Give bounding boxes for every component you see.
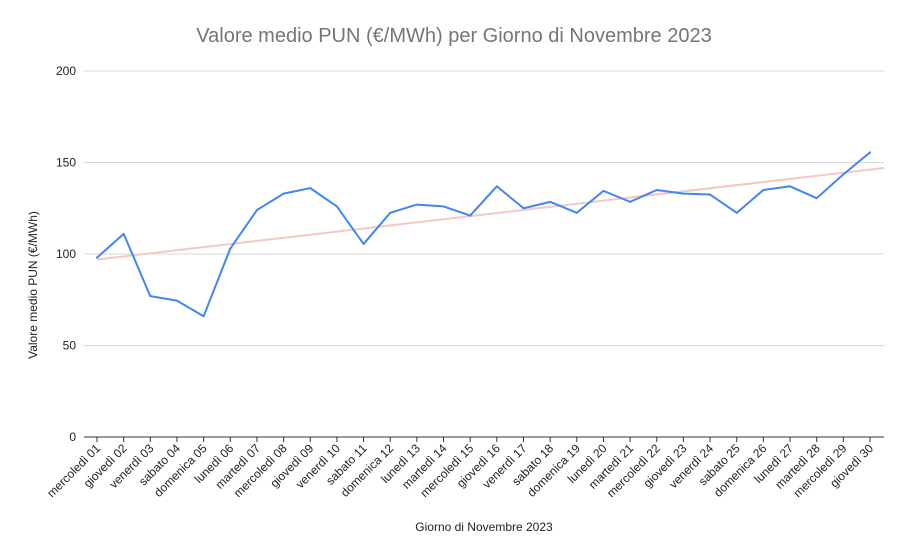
data-point	[602, 189, 605, 192]
y-tick-label: 0	[69, 430, 76, 444]
data-point	[549, 200, 552, 203]
data-point	[789, 185, 792, 188]
data-point	[255, 209, 258, 212]
data-point	[682, 192, 685, 195]
y-tick-label: 150	[56, 156, 76, 170]
data-point	[389, 211, 392, 214]
y-tick-label: 100	[56, 247, 76, 261]
data-point	[709, 193, 712, 196]
data-point	[122, 232, 125, 235]
trendline	[96, 166, 885, 261]
data-point	[442, 205, 445, 208]
trendline-layer	[96, 166, 885, 261]
y-tick-label: 200	[56, 64, 76, 78]
data-point	[96, 256, 98, 259]
y-axis-ticks: 0 50 100 150 200	[56, 64, 76, 444]
data-point	[469, 214, 472, 217]
data-point	[495, 185, 498, 188]
data-point	[575, 211, 578, 214]
data-point	[362, 242, 365, 245]
x-axis-title: Giorno di Novembre 2023	[415, 520, 553, 534]
data-point	[229, 247, 232, 250]
data-point	[762, 188, 765, 191]
y-axis-title: Valore medio PUN (€/MWh)	[26, 211, 40, 359]
data-point	[415, 203, 418, 206]
data-point	[522, 207, 525, 210]
data-point	[735, 211, 738, 214]
y-tick-label: 50	[63, 339, 77, 353]
series-layer	[96, 151, 871, 318]
data-point	[655, 188, 658, 191]
data-point	[629, 200, 632, 203]
data-point	[335, 205, 338, 208]
data-point	[309, 187, 312, 190]
data-point	[815, 197, 818, 200]
series-line	[96, 151, 871, 318]
chart-title: Valore medio PUN (€/MWh) per Giorno di N…	[196, 25, 711, 47]
data-point	[282, 192, 285, 195]
gridlines	[84, 70, 884, 438]
data-point	[869, 151, 871, 154]
data-point	[175, 299, 178, 302]
data-point	[842, 173, 845, 176]
data-point	[202, 315, 205, 318]
data-point	[149, 295, 152, 298]
